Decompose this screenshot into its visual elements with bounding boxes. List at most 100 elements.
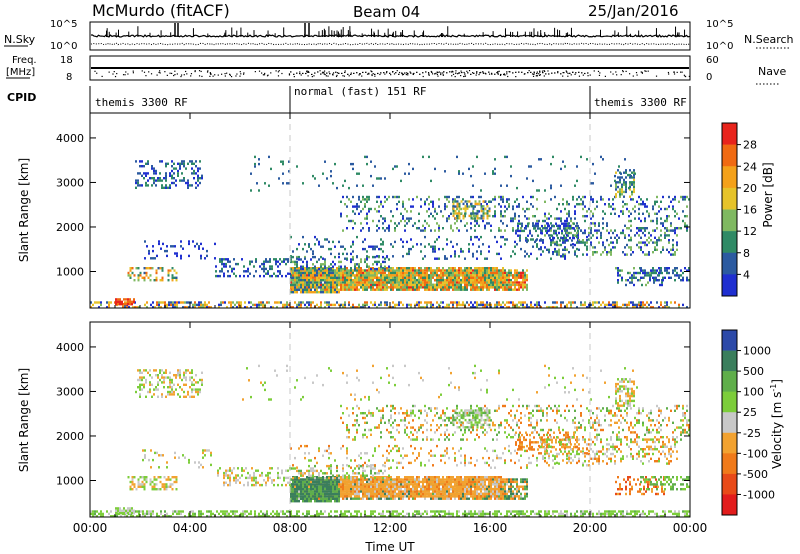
power-cell — [376, 271, 378, 275]
power-cell — [520, 227, 522, 230]
nave-point — [313, 75, 315, 77]
power-cell — [554, 306, 556, 308]
power-cell — [271, 265, 273, 268]
velocity-cell — [130, 515, 132, 517]
power-cell — [678, 227, 680, 230]
power-cell — [649, 279, 651, 282]
power-cell — [233, 272, 235, 275]
power-cell — [550, 241, 552, 244]
power-cell — [296, 269, 298, 272]
power-cell — [550, 215, 552, 218]
power-cell — [470, 267, 472, 270]
nave-point — [575, 72, 577, 74]
power-cell — [123, 298, 125, 301]
power-cell — [304, 257, 306, 260]
power-cell — [530, 303, 532, 307]
power-cell — [380, 238, 382, 241]
power-cell — [637, 271, 639, 275]
power-cell — [332, 288, 334, 291]
power-cell — [388, 227, 390, 230]
power-cell — [614, 303, 616, 307]
power-cell — [496, 274, 498, 277]
power-cell — [527, 222, 529, 225]
power-cell — [546, 306, 548, 308]
power-cell — [374, 274, 376, 277]
power-cell — [320, 271, 322, 275]
power-cell — [480, 269, 482, 272]
power-cell — [512, 219, 514, 223]
power-cell — [664, 234, 666, 237]
power-cell — [290, 235, 292, 239]
power-cell — [560, 236, 562, 239]
nave-point — [320, 73, 322, 75]
power-cell — [332, 281, 334, 284]
power-cell — [574, 205, 576, 208]
power-cell — [656, 195, 658, 199]
nave-point — [536, 71, 538, 73]
power-cell — [328, 247, 330, 251]
power-cell — [167, 279, 170, 282]
power-cell — [504, 229, 506, 232]
power-cell — [594, 224, 596, 227]
power-cell — [245, 270, 247, 273]
power-cell — [482, 306, 484, 308]
power-colorbar-tick-label: 4 — [743, 268, 750, 281]
power-cell — [200, 303, 202, 307]
power-cell — [612, 301, 614, 304]
power-cell — [576, 203, 578, 206]
power-cell — [442, 286, 444, 289]
power-cell — [466, 271, 468, 275]
power-cell — [559, 224, 561, 228]
power-cell — [492, 198, 494, 201]
power-cell — [526, 269, 528, 272]
power-cell — [468, 276, 470, 279]
power-cell — [412, 274, 414, 277]
power-cell — [169, 269, 172, 272]
power-cell — [364, 281, 366, 284]
power-cell — [400, 276, 402, 279]
power-cell — [680, 269, 682, 272]
power-cell — [141, 160, 143, 163]
nave-point — [569, 72, 571, 74]
power-cell — [166, 249, 168, 253]
power-cell — [356, 283, 358, 287]
power-cell — [530, 195, 532, 199]
power-cell — [464, 267, 466, 270]
power-cell — [296, 306, 298, 308]
velocity-cell — [282, 510, 284, 513]
power-cell — [660, 222, 662, 225]
power-cell — [174, 301, 176, 304]
power-cell — [312, 267, 314, 270]
power-cell — [452, 301, 454, 304]
power-cell — [454, 288, 456, 291]
power-cell — [254, 165, 256, 168]
power-cell — [360, 279, 362, 282]
power-cell — [352, 269, 354, 272]
power-cell — [304, 283, 306, 287]
power-cell — [436, 271, 438, 275]
power-cell — [117, 303, 119, 306]
power-cell — [161, 269, 164, 272]
nave-point — [521, 71, 523, 73]
power-cell — [514, 271, 516, 275]
power-cell — [275, 262, 277, 266]
power-cell — [514, 278, 516, 282]
power-cell — [488, 279, 490, 282]
nave-point — [463, 75, 465, 78]
nave-point — [560, 73, 562, 75]
power-cell — [364, 217, 366, 220]
nave-point — [96, 72, 98, 74]
power-cell — [262, 301, 264, 304]
nave-tick-bottom: 0 — [706, 72, 712, 83]
power-cell — [227, 274, 229, 278]
power-cell — [567, 222, 569, 225]
power-cell — [608, 198, 610, 201]
power-cell — [619, 193, 621, 196]
power-cell — [576, 241, 578, 244]
power-cell — [552, 239, 554, 242]
power-cell — [392, 306, 394, 308]
power-cell — [686, 224, 688, 227]
nave-point — [533, 71, 535, 73]
power-cell — [542, 250, 544, 253]
power-cell — [530, 306, 532, 308]
